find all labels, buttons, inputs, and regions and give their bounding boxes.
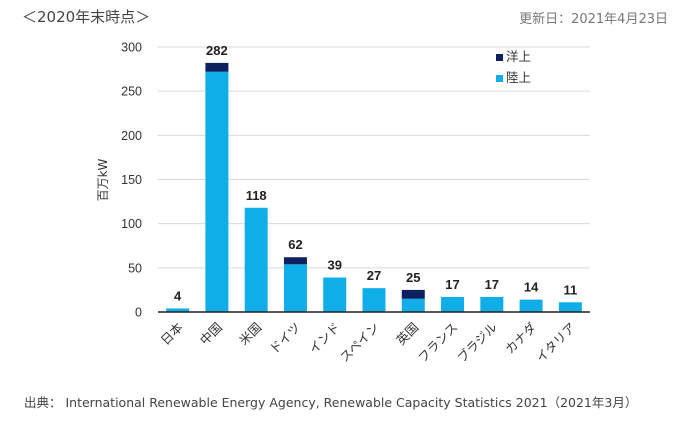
bar-offshore — [205, 62, 229, 72]
data-label: 25 — [406, 270, 420, 285]
x-tick-label: 日本 — [157, 319, 186, 348]
bar-onshore — [323, 277, 347, 312]
bar-offshore — [283, 257, 307, 265]
x-tick-label: 中国 — [197, 320, 225, 348]
y-tick-label: 50 — [128, 261, 142, 275]
x-tick-label: カナダ — [502, 320, 539, 357]
chart-title: ＜2020年末時点＞ — [22, 8, 151, 26]
legend-swatch — [496, 75, 503, 82]
legend-swatch — [496, 54, 503, 61]
data-label: 17 — [445, 277, 459, 292]
bar-onshore — [519, 299, 543, 312]
y-tick-label: 200 — [121, 129, 142, 143]
data-label: 11 — [563, 282, 577, 297]
x-tick-label: 米国 — [236, 320, 264, 348]
bar-onshore — [480, 296, 504, 312]
y-axis-label: 百万kW — [96, 158, 110, 201]
x-tick-label: 英国 — [393, 320, 421, 348]
bars — [166, 62, 582, 312]
bar-onshore — [441, 296, 465, 312]
bar-onshore — [401, 298, 425, 312]
legend-label: 洋上 — [506, 49, 531, 64]
source-citation: 出典： International Renewable Energy Agenc… — [24, 395, 638, 410]
bar-onshore — [244, 207, 268, 312]
y-tick-label: 100 — [121, 217, 142, 231]
data-label: 282 — [206, 43, 228, 58]
bar-chart: 0 50 100 150 200 250 300 4 282 118 62 39 27 25 17 17 14… — [96, 41, 590, 365]
gridlines — [158, 46, 590, 269]
x-tick-label: インド — [306, 320, 343, 357]
y-tick-label: 250 — [121, 85, 142, 99]
data-label: 62 — [288, 237, 302, 252]
y-tick-label: 150 — [121, 173, 142, 187]
data-label: 14 — [524, 280, 539, 295]
data-label: 39 — [327, 258, 341, 273]
bar-offshore — [401, 289, 425, 299]
y-tick-label: 300 — [121, 41, 142, 55]
bar-onshore — [166, 308, 190, 312]
data-labels: 4 282 118 62 39 27 25 17 17 14 11 — [174, 43, 577, 304]
bar-onshore — [205, 71, 229, 312]
x-tick-label: ブラジル — [454, 320, 500, 366]
bar-onshore — [283, 264, 307, 312]
data-label: 17 — [485, 277, 499, 292]
legend-label: 陸上 — [506, 70, 531, 85]
data-label: 27 — [367, 268, 381, 283]
x-tick-label: イタリア — [533, 320, 579, 366]
bar-onshore — [362, 288, 386, 312]
bar-onshore — [558, 302, 582, 312]
y-tick-label: 0 — [135, 306, 142, 320]
x-tick-label: スペイン — [337, 320, 382, 365]
data-label: 118 — [246, 188, 267, 203]
x-tick-label: フランス — [415, 320, 461, 366]
data-label: 4 — [174, 288, 182, 303]
updated-date: 更新日：2021年4月23日 — [519, 12, 668, 27]
y-axis-ticks: 0 50 100 150 200 250 300 — [121, 41, 142, 320]
x-tick-label: ドイツ — [266, 320, 303, 357]
